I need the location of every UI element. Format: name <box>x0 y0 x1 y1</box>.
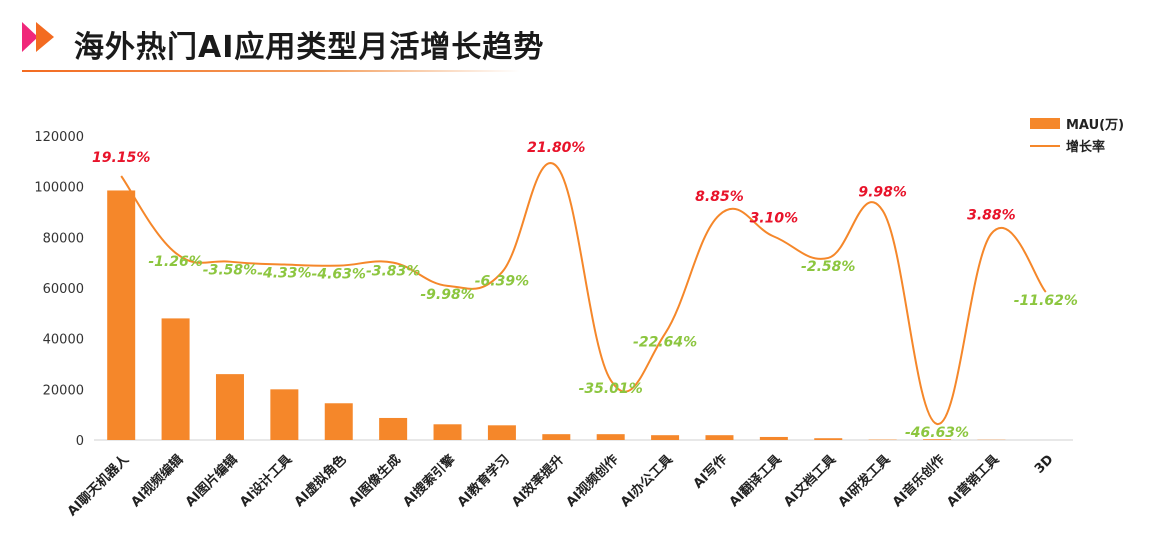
title-underline <box>22 70 520 72</box>
growth-rate-label: -9.98% <box>420 287 474 303</box>
page-title: 海外热门AI应用类型月活增长趋势 <box>74 30 545 65</box>
growth-rate-label: -46.63% <box>905 425 969 441</box>
y-tick-label: 40000 <box>43 333 84 348</box>
x-tick-label: AI聊天机器人 <box>64 451 133 520</box>
bar <box>215 374 244 440</box>
growth-rate-label: -3.83% <box>366 264 420 280</box>
growth-rate-label: 9.98% <box>858 185 907 201</box>
bar <box>324 403 353 440</box>
growth-rate-label: 3.10% <box>750 211 799 227</box>
x-tick-label: AI虚拟角色 <box>291 452 350 511</box>
x-tick-label: AI研发工具 <box>835 452 894 511</box>
x-tick-label: AI图像生成 <box>345 452 404 511</box>
x-tick-label: AI搜索引擎 <box>400 452 459 511</box>
x-tick-label: AI办公工具 <box>617 452 676 511</box>
growth-rate-label: -2.58% <box>801 259 855 275</box>
bar <box>814 438 843 440</box>
legend-bar-swatch <box>1030 118 1060 129</box>
bar <box>542 434 571 440</box>
growth-rate-label: -22.64% <box>633 335 697 351</box>
growth-rate-label: -4.63% <box>312 267 366 283</box>
x-tick-label: AI视频编辑 <box>128 452 187 511</box>
legend-label-mau: MAU(万) <box>1066 118 1124 133</box>
bar <box>433 424 462 440</box>
y-tick-label: 20000 <box>43 383 84 398</box>
x-tick-label: AI写作 <box>690 452 730 492</box>
y-tick-label: 100000 <box>34 181 84 196</box>
growth-rate-label: 8.85% <box>695 189 744 205</box>
y-tick-label: 120000 <box>34 130 84 145</box>
x-tick-label: AI图片编辑 <box>182 452 241 511</box>
bar <box>596 434 625 440</box>
bar <box>161 318 190 440</box>
bar <box>923 439 952 440</box>
bar <box>379 417 408 440</box>
y-tick-label: 60000 <box>43 282 84 297</box>
growth-rate-label: -4.33% <box>257 266 311 282</box>
double-chevron-logo-icon <box>22 22 54 52</box>
growth-rate-label: -3.58% <box>203 263 257 279</box>
growth-rate-line <box>120 162 1047 425</box>
bar <box>759 436 788 440</box>
x-tick-label: 3D <box>1032 452 1057 477</box>
growth-rate-label: -35.01% <box>579 381 643 397</box>
x-tick-label: AI音乐创作 <box>889 452 948 511</box>
growth-rate-label: -1.26% <box>148 254 202 270</box>
x-tick-label: AI文档工具 <box>780 452 839 511</box>
growth-rate-label: -6.39% <box>475 273 529 289</box>
bar <box>487 425 516 440</box>
legend-label-growth: 增长率 <box>1066 139 1105 155</box>
x-tick-label: AI翻译工具 <box>726 452 785 511</box>
bar <box>107 190 136 440</box>
x-tick-label: AI营销工具 <box>944 452 1003 511</box>
growth-rate-label: 3.88% <box>967 208 1016 224</box>
bar <box>651 435 680 440</box>
bar <box>270 389 299 440</box>
y-tick-label: 0 <box>76 434 84 449</box>
x-tick-label: AI设计工具 <box>237 452 296 511</box>
bar <box>705 435 734 440</box>
growth-rate-label: 21.80% <box>527 140 585 156</box>
y-tick-label: 80000 <box>43 231 84 246</box>
x-tick-label: AI效率提升 <box>509 452 568 511</box>
growth-rate-label: -11.62% <box>1014 293 1078 309</box>
x-tick-label: AI视频创作 <box>563 452 622 511</box>
x-tick-label: AI教育学习 <box>454 452 513 511</box>
growth-rate-label: 19.15% <box>92 150 150 166</box>
